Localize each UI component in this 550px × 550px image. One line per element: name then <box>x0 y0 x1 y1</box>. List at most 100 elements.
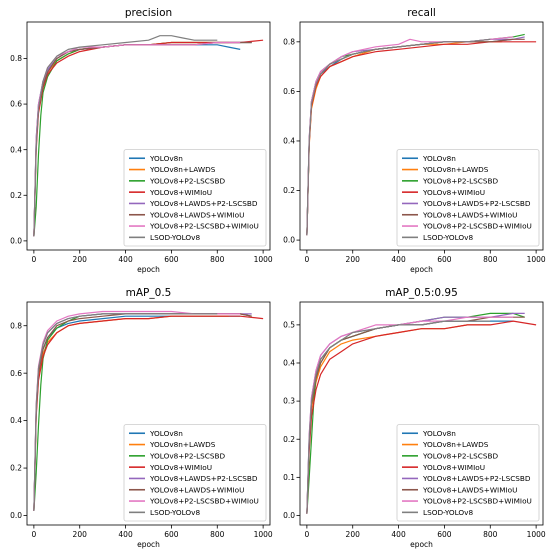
x-tick-label: 1000 <box>254 530 273 539</box>
legend-label: YOLOv8+LAWDS+P2-LSCSBD <box>422 474 531 483</box>
legend-label: YOLOv8+LAWDS+P2-LSCSBD <box>149 474 258 483</box>
x-tick-label: 600 <box>164 255 179 264</box>
y-tick-label: 0.6 <box>283 87 295 96</box>
x-tick-label: 200 <box>346 255 361 264</box>
legend-label: YOLOv8n <box>149 154 183 163</box>
legend-label: YOLOv8+WIMIoU <box>422 188 485 197</box>
x-tick-label: 1000 <box>527 255 546 264</box>
series-line-yolov8-lawds-wimiou <box>306 316 525 514</box>
legend-label: YOLOv8+WIMIoU <box>149 463 212 472</box>
y-tick-label: 0.4 <box>283 359 295 368</box>
x-axis-label: epoch <box>137 540 160 549</box>
y-tick-label: 0.2 <box>10 191 22 200</box>
series-group <box>33 35 264 237</box>
x-tick-label: 600 <box>437 530 452 539</box>
x-tick-label: 800 <box>483 530 498 539</box>
legend-label: YOLOv8+LAWDS+P2-LSCSBD <box>149 199 258 208</box>
legend-label: YOLOv8+WIMIoU <box>422 463 485 472</box>
x-tick-label: 1000 <box>527 530 546 539</box>
panel-precision: precision 0 200 400 600 800 1000 0.0 0.2 0.4 0.6 0.… <box>10 7 273 274</box>
x-axis-label: epoch <box>410 265 433 274</box>
y-tick-label: 0.8 <box>283 37 295 46</box>
x-tick-label: 400 <box>391 530 406 539</box>
legend-label: YOLOv8n+LAWDS <box>149 165 216 174</box>
legend-label: YOLOv8+LAWDS+WIMIoU <box>422 485 517 494</box>
legend-label: LSOD-YOLOv8 <box>150 508 200 517</box>
series-line-yolov8-wimiou <box>306 320 537 514</box>
x-tick-label: 1000 <box>254 255 273 264</box>
legend-box <box>123 149 267 247</box>
series-line-lsod-yolov8 <box>306 38 491 236</box>
series-line-lsod-yolov8 <box>33 35 218 237</box>
y-tick-label: 0.4 <box>10 416 22 425</box>
x-tick-label: 200 <box>346 530 361 539</box>
y-tick-label: 0.6 <box>10 369 22 378</box>
legend-label: YOLOv8n+LAWDS <box>422 440 489 449</box>
x-tick-label: 400 <box>118 255 133 264</box>
legend-label: YOLOv8n+LAWDS <box>149 440 216 449</box>
x-axis-label: epoch <box>410 540 433 549</box>
y-tick-label: 0.0 <box>283 236 295 245</box>
y-tick-label: 0.2 <box>283 435 295 444</box>
x-tick-label: 0 <box>304 255 309 264</box>
legend-label: LSOD-YOLOv8 <box>423 508 473 517</box>
x-tick-label: 0 <box>31 255 36 264</box>
legend-label: YOLOv8+LAWDS+P2-LSCSBD <box>422 199 531 208</box>
series-line-lsod-yolov8 <box>33 313 218 511</box>
x-tick-label: 200 <box>73 530 88 539</box>
x-tick-label: 600 <box>437 255 452 264</box>
legend-label: YOLOv8n <box>422 154 456 163</box>
series-group <box>33 310 264 511</box>
legend: YOLOv8n YOLOv8n+LAWDS YOLOv8+P2-LSCSBD YOLO… <box>396 149 540 247</box>
chart-title: recall <box>407 7 436 19</box>
legend-label: YOLOv8+P2-LSCSBD+WIMIoU <box>149 497 259 506</box>
legend-label: YOLOv8+P2-LSCSBD <box>149 176 226 185</box>
legend-label: LSOD-YOLOv8 <box>150 233 200 242</box>
series-group <box>306 33 537 236</box>
y-tick-label: 0.0 <box>10 511 22 520</box>
legend-label: YOLOv8+P2-LSCSBD+WIMIoU <box>422 497 532 506</box>
series-line-lsod-yolov8 <box>306 320 491 514</box>
x-tick-label: 800 <box>483 255 498 264</box>
legend-box <box>396 149 540 247</box>
x-tick-label: 800 <box>210 255 225 264</box>
y-tick-label: 0.4 <box>283 137 295 146</box>
legend-label: YOLOv8+LAWDS+WIMIoU <box>422 210 517 219</box>
y-tick-label: 0.2 <box>283 186 295 195</box>
x-tick-label: 600 <box>164 530 179 539</box>
y-tick-label: 0.8 <box>10 321 22 330</box>
legend: YOLOv8n YOLOv8n+LAWDS YOLOv8+P2-LSCSBD YOLO… <box>396 424 540 522</box>
axes-frame <box>299 301 544 526</box>
legend: YOLOv8n YOLOv8n+LAWDS YOLOv8+P2-LSCSBD YOLO… <box>123 424 267 522</box>
y-tick-label: 0.4 <box>10 145 22 154</box>
chart-title: mAP_0.5:0.95 <box>385 287 458 299</box>
x-tick-label: 800 <box>210 530 225 539</box>
legend-label: YOLOv8+LAWDS+WIMIoU <box>149 485 244 494</box>
chart-title: mAP_0.5 <box>126 287 172 299</box>
axes-frame <box>26 301 271 526</box>
series-line-yolov8-wimiou <box>33 315 264 511</box>
legend-label: LSOD-YOLOv8 <box>423 233 473 242</box>
y-tick-label: 0.2 <box>10 464 22 473</box>
y-tick-label: 0.0 <box>283 511 295 520</box>
legend-label: YOLOv8+P2-LSCSBD <box>422 176 499 185</box>
panel-map-0-5-0-95: mAP_0.5:0.95 0 200 400 600 800 1000 0.0 0.1 0.2 0.… <box>283 287 546 549</box>
axes-frame <box>26 21 271 251</box>
legend-label: YOLOv8+P2-LSCSBD <box>149 451 226 460</box>
legend-label: YOLOv8n+LAWDS <box>422 165 489 174</box>
legend-label: YOLOv8+P2-LSCSBD+WIMIoU <box>422 222 532 231</box>
legend-box <box>396 424 540 522</box>
series-group <box>306 312 537 514</box>
x-tick-label: 0 <box>304 530 309 539</box>
x-tick-label: 200 <box>73 255 88 264</box>
series-line-yolov8-wimiou <box>33 39 264 237</box>
chart-title: precision <box>125 7 172 19</box>
panel-map-0-5: mAP_0.5 0 200 400 600 800 1000 0.0 0.2 0.4 0.6 0.8 e… <box>10 287 273 549</box>
y-tick-label: 0.0 <box>10 236 22 245</box>
x-tick-label: 400 <box>391 255 406 264</box>
y-tick-label: 0.3 <box>283 397 295 406</box>
y-tick-label: 0.1 <box>283 473 295 482</box>
legend-label: YOLOv8+WIMIoU <box>149 188 212 197</box>
legend-box <box>123 424 267 522</box>
